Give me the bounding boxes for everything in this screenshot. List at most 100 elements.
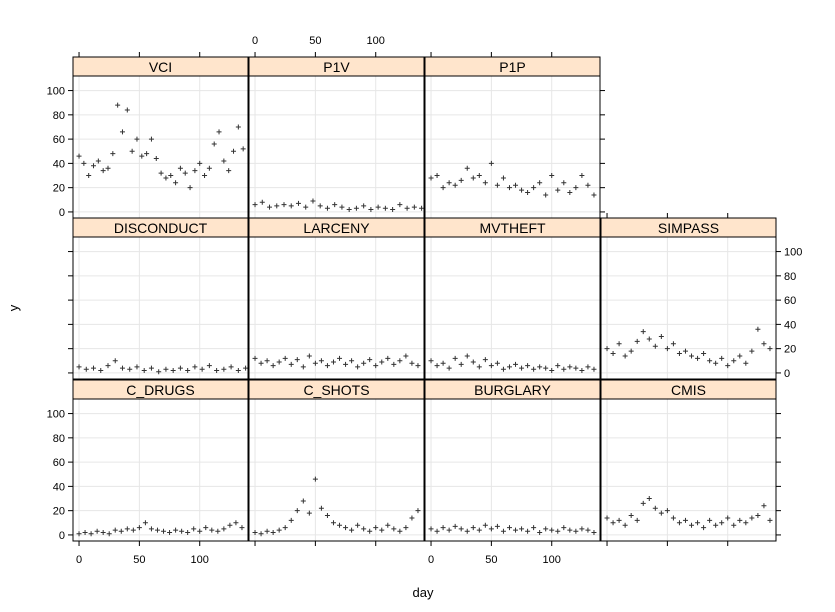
data-point: [446, 527, 452, 533]
x-tick-label: 50: [133, 554, 145, 566]
data-point: [391, 361, 397, 367]
data-point: [488, 160, 494, 166]
data-point: [411, 204, 417, 210]
panel-burglary-frame: [424, 398, 601, 542]
data-point: [306, 510, 312, 516]
data-point: [105, 363, 111, 369]
data-point: [409, 360, 415, 366]
data-point: [713, 360, 719, 366]
panel-vci-strip-label: VCI: [149, 59, 172, 75]
data-point: [761, 341, 767, 347]
data-point: [134, 364, 140, 370]
y-tick-label: 20: [784, 344, 796, 356]
data-point: [391, 526, 397, 532]
panel-simpass-strip: [600, 217, 777, 238]
data-point: [573, 528, 579, 534]
y-axis-title: y: [6, 304, 21, 311]
data-point: [519, 187, 525, 193]
data-point: [83, 366, 89, 372]
data-point: [525, 528, 531, 534]
data-point: [76, 153, 82, 159]
data-point: [519, 526, 525, 532]
data-point: [259, 199, 265, 205]
panel-c-shots-points: [252, 476, 421, 537]
data-point: [142, 520, 148, 526]
data-point: [634, 338, 640, 344]
data-point: [470, 525, 476, 531]
panel-cmis-strip: [600, 379, 777, 400]
data-point: [749, 515, 755, 521]
data-point: [419, 205, 425, 211]
data-point: [585, 527, 591, 533]
data-point: [134, 136, 140, 142]
data-point: [628, 348, 634, 354]
data-point: [95, 158, 101, 164]
data-point: [470, 175, 476, 181]
data-point: [105, 165, 111, 171]
data-point: [100, 530, 106, 536]
data-point: [373, 525, 379, 531]
panel-c-shots-strip: [248, 379, 425, 400]
data-point: [385, 355, 391, 361]
data-point: [415, 508, 421, 514]
data-point: [226, 168, 232, 174]
data-point: [737, 353, 743, 359]
data-point: [303, 204, 309, 210]
data-point: [634, 517, 640, 523]
data-point: [622, 522, 628, 528]
data-point: [446, 180, 452, 186]
data-point: [252, 202, 258, 208]
data-point: [203, 525, 209, 531]
data-point: [676, 520, 682, 526]
data-point: [100, 168, 106, 174]
data-point: [76, 531, 82, 537]
data-point: [446, 365, 452, 371]
data-point: [110, 151, 116, 157]
data-point: [339, 204, 345, 210]
data-point: [482, 522, 488, 528]
data-point: [306, 353, 312, 359]
data-point: [214, 368, 220, 374]
data-point: [239, 525, 245, 531]
data-point: [482, 357, 488, 363]
data-point: [375, 204, 381, 210]
data-point: [628, 513, 634, 519]
data-point: [300, 498, 306, 504]
data-point: [567, 527, 573, 533]
data-point: [543, 365, 549, 371]
data-point: [177, 165, 183, 171]
data-point: [379, 359, 385, 365]
data-point: [197, 160, 203, 166]
data-point: [591, 192, 597, 198]
data-point: [537, 180, 543, 186]
panel-mvtheft-strip: [424, 217, 601, 238]
data-point: [288, 517, 294, 523]
y-tick-label: 40: [53, 481, 65, 493]
data-point: [713, 522, 719, 528]
panel-disconduct-strip: [72, 217, 249, 238]
data-point: [240, 146, 246, 152]
data-point: [206, 363, 212, 369]
data-point: [86, 173, 92, 179]
x-tick-label: 100: [191, 554, 209, 566]
data-point: [610, 351, 616, 357]
grid-layer: [73, 76, 776, 541]
data-point: [274, 203, 280, 209]
data-point: [640, 329, 646, 335]
data-point: [579, 526, 585, 532]
data-point: [743, 360, 749, 366]
data-point: [343, 361, 349, 367]
panel-p1v-strip: [248, 56, 425, 77]
data-point: [130, 527, 136, 533]
y-tick-label: 80: [784, 271, 796, 283]
panel-c-shots-strip-label: C_SHOTS: [303, 382, 369, 398]
data-point: [440, 185, 446, 191]
data-point: [88, 531, 94, 537]
data-point: [664, 346, 670, 352]
panel-disconduct-strip-label: DISCONDUCT: [114, 220, 208, 236]
panel-burglary-strip-label: BURGLARY: [474, 382, 551, 398]
data-point: [434, 363, 440, 369]
data-point: [112, 527, 118, 533]
data-point: [658, 510, 664, 516]
data-point: [343, 525, 349, 531]
